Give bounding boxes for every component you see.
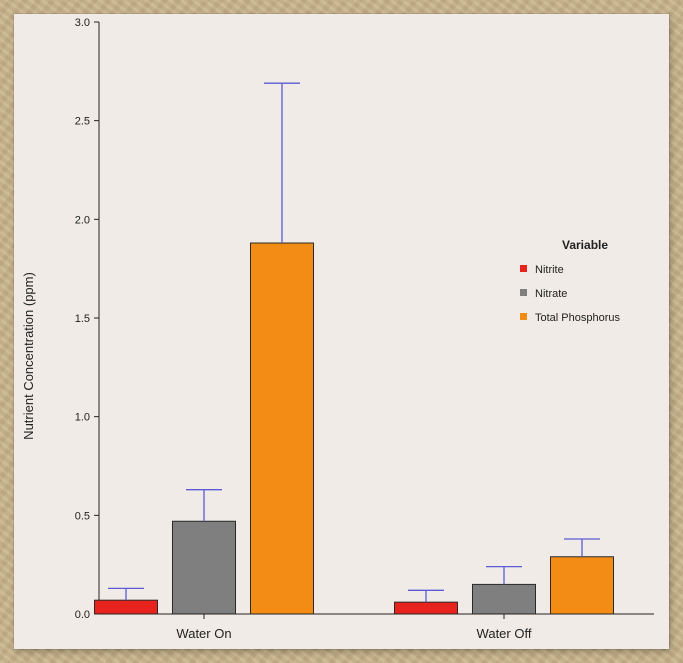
- error-bars: [108, 82, 600, 603]
- chart-panel: 0.0 0.5 1.0 1.5 2.0 2.5 3.0 Water On Water Off …: [14, 14, 669, 649]
- x-axis: Water On Water Off: [99, 613, 654, 641]
- bar-nitrate: [472, 583, 536, 615]
- bar-nitrate: [172, 520, 236, 615]
- bar-nitrite: [394, 601, 458, 615]
- y-tick-label: 1.0: [75, 412, 90, 424]
- legend: Variable Nitrite Nitrate Total Phosphorus: [520, 238, 620, 324]
- legend-label: Nitrate: [535, 288, 567, 300]
- bars: [94, 242, 614, 615]
- y-axis-title: Nutrient Concentration (ppm): [21, 272, 36, 440]
- y-tick-label: 2.5: [75, 116, 90, 128]
- legend-swatch: [520, 313, 527, 320]
- legend-label: Total Phosphorus: [535, 312, 620, 324]
- legend-swatch: [520, 289, 527, 296]
- y-tick-label: 0.0: [75, 609, 90, 621]
- bar-total-phosphorus: [250, 242, 314, 615]
- x-category-label: Water Off: [477, 626, 532, 641]
- legend-label: Nitrite: [535, 264, 564, 276]
- y-tick-label: 2.0: [75, 214, 90, 226]
- y-axis: 0.0 0.5 1.0 1.5 2.0 2.5 3.0: [75, 17, 100, 621]
- legend-swatch: [520, 265, 527, 272]
- bar-chart: 0.00.51.01.52.02.53.0 Water On Water Off …: [21, 17, 654, 641]
- y-tick-label: 1.5: [75, 313, 90, 325]
- x-category-label: Water On: [176, 626, 231, 641]
- y-tick-label: 3.0: [75, 17, 90, 29]
- y-tick-label: 0.5: [75, 510, 90, 522]
- bar-nitrite: [94, 599, 158, 615]
- legend-title: Variable: [562, 238, 608, 252]
- bar-total-phosphorus: [550, 556, 614, 615]
